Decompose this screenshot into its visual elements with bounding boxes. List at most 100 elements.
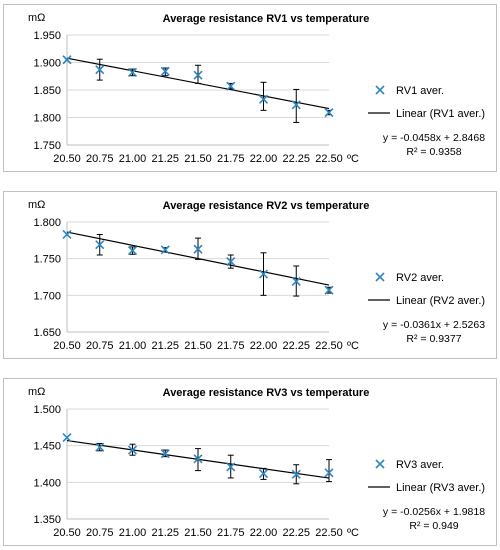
y-tick-label: 1.650: [33, 327, 61, 339]
y-axis-label: mΩ: [28, 12, 45, 24]
x-axis-label: ºC: [347, 340, 359, 352]
legend-series-label: RV3 aver.: [396, 459, 444, 471]
y-tick-label: 1.800: [33, 113, 61, 125]
legend-trendline-label: Linear (RV3 aver.): [396, 482, 485, 494]
x-tick-label: 20.50: [53, 153, 81, 165]
data-point: [258, 94, 269, 104]
data-point: [226, 81, 236, 91]
data-point: [291, 469, 301, 479]
data-point-stroke: [324, 468, 334, 478]
x-tick-label: 20.75: [86, 527, 114, 539]
data-point: [193, 70, 203, 80]
data-point-stroke: [62, 229, 72, 240]
x-tick-label: 22.50: [315, 153, 343, 165]
data-point-stroke: [258, 94, 269, 104]
legend-trendline-label: Linear (RV1 aver.): [396, 108, 485, 120]
trendline-r-squared: R² = 0.9358: [406, 146, 461, 158]
data-point-stroke: [193, 70, 203, 80]
y-tick-label: 1.450: [33, 441, 61, 453]
x-tick-label: 20.75: [86, 153, 114, 165]
x-tick-label: 21.50: [184, 153, 212, 165]
data-point-stroke: [160, 245, 170, 255]
x-tick-label: 22.25: [282, 527, 310, 539]
x-tick-label: 22.00: [250, 340, 278, 352]
y-axis-label: mΩ: [28, 199, 45, 211]
data-point-stroke: [160, 449, 170, 459]
x-tick-label: 22.25: [282, 153, 310, 165]
x-tick-label: 21.25: [151, 340, 179, 352]
chart-svg: Average resistance RV3 vs temperature mΩ 1…: [28, 386, 485, 539]
data-point-stroke: [95, 442, 105, 452]
legend-marker-icon: [375, 272, 385, 282]
legend-trendline-label: Linear (RV2 aver.): [396, 295, 485, 307]
data-point: [95, 65, 105, 75]
data-point: [160, 449, 170, 459]
data-point-stroke: [95, 240, 105, 250]
data-point: [258, 468, 269, 479]
y-tick-label: 1.800: [33, 217, 61, 229]
legend-series-label: RV1 aver.: [396, 85, 444, 97]
x-axis-label: ºC: [347, 527, 359, 539]
x-tick-label: 21.00: [119, 340, 147, 352]
y-tick-label: 1.350: [33, 514, 61, 526]
data-point-stroke: [62, 433, 72, 443]
data-point: [95, 240, 105, 250]
data-point-stroke: [258, 468, 269, 479]
chart-title: Average resistance RV2 vs temperature: [163, 200, 370, 212]
y-axis-label: mΩ: [28, 386, 45, 398]
data-point-stroke: [160, 66, 170, 76]
chart-panel-rv1: Average resistance RV1 vs temperature mΩ 1…: [3, 4, 497, 172]
data-point-stroke: [127, 445, 138, 455]
y-tick-label: 1.400: [33, 477, 61, 489]
legend-marker-icon: [375, 459, 385, 469]
y-tick-label: 1.750: [33, 140, 61, 152]
x-tick-label: 21.75: [217, 527, 245, 539]
data-point-stroke: [127, 246, 138, 256]
trendline-equation: y = -0.0361x + 2.5263: [383, 319, 485, 331]
chart-title: Average resistance RV3 vs temperature: [163, 387, 370, 399]
x-tick-label: 21.00: [119, 527, 147, 539]
data-point-stroke: [324, 107, 334, 118]
data-point: [226, 257, 236, 267]
data-point-stroke: [95, 65, 105, 75]
x-tick-label: 21.75: [217, 340, 245, 352]
data-point: [62, 55, 72, 65]
data-point-stroke: [291, 100, 301, 110]
data-point: [258, 269, 269, 279]
data-point-stroke: [193, 244, 203, 254]
chart-title: Average resistance RV1 vs temperature: [163, 13, 370, 25]
x-tick-label: 22.00: [250, 527, 278, 539]
data-point: [95, 442, 105, 452]
data-point: [324, 107, 334, 118]
data-point-stroke: [291, 469, 301, 479]
data-point-stroke: [226, 257, 236, 267]
x-tick-label: 20.75: [86, 340, 114, 352]
x-axis-label: ºC: [347, 153, 359, 165]
data-point-stroke: [291, 276, 301, 286]
data-point: [160, 66, 170, 76]
chart-svg: Average resistance RV1 vs temperature mΩ 1…: [28, 12, 485, 165]
y-tick-label: 1.700: [33, 290, 61, 302]
y-tick-label: 1.750: [33, 254, 61, 266]
x-tick-label: 21.75: [217, 153, 245, 165]
data-point: [324, 285, 334, 295]
legend-series-label: RV2 aver.: [396, 272, 444, 284]
data-point-stroke: [226, 81, 236, 91]
y-tick-label: 1.850: [33, 85, 61, 97]
data-point-stroke: [258, 269, 269, 279]
data-point-stroke: [226, 462, 236, 472]
data-point: [193, 454, 203, 464]
x-tick-label: 20.50: [53, 527, 81, 539]
trendline-r-squared: R² = 0.949: [409, 520, 458, 532]
trendline-r-squared: R² = 0.9377: [406, 333, 461, 345]
y-tick-label: 1.500: [33, 404, 61, 416]
y-tick-label: 1.950: [33, 30, 61, 42]
data-point: [291, 100, 301, 110]
x-tick-label: 22.50: [315, 340, 343, 352]
y-tick-label: 1.900: [33, 58, 61, 70]
trendline-equation: y = -0.0458x + 2.8468: [383, 132, 485, 144]
legend-marker-icon: [375, 85, 385, 95]
x-tick-label: 21.25: [151, 527, 179, 539]
data-point-stroke: [193, 454, 203, 464]
data-point-stroke: [62, 55, 72, 65]
